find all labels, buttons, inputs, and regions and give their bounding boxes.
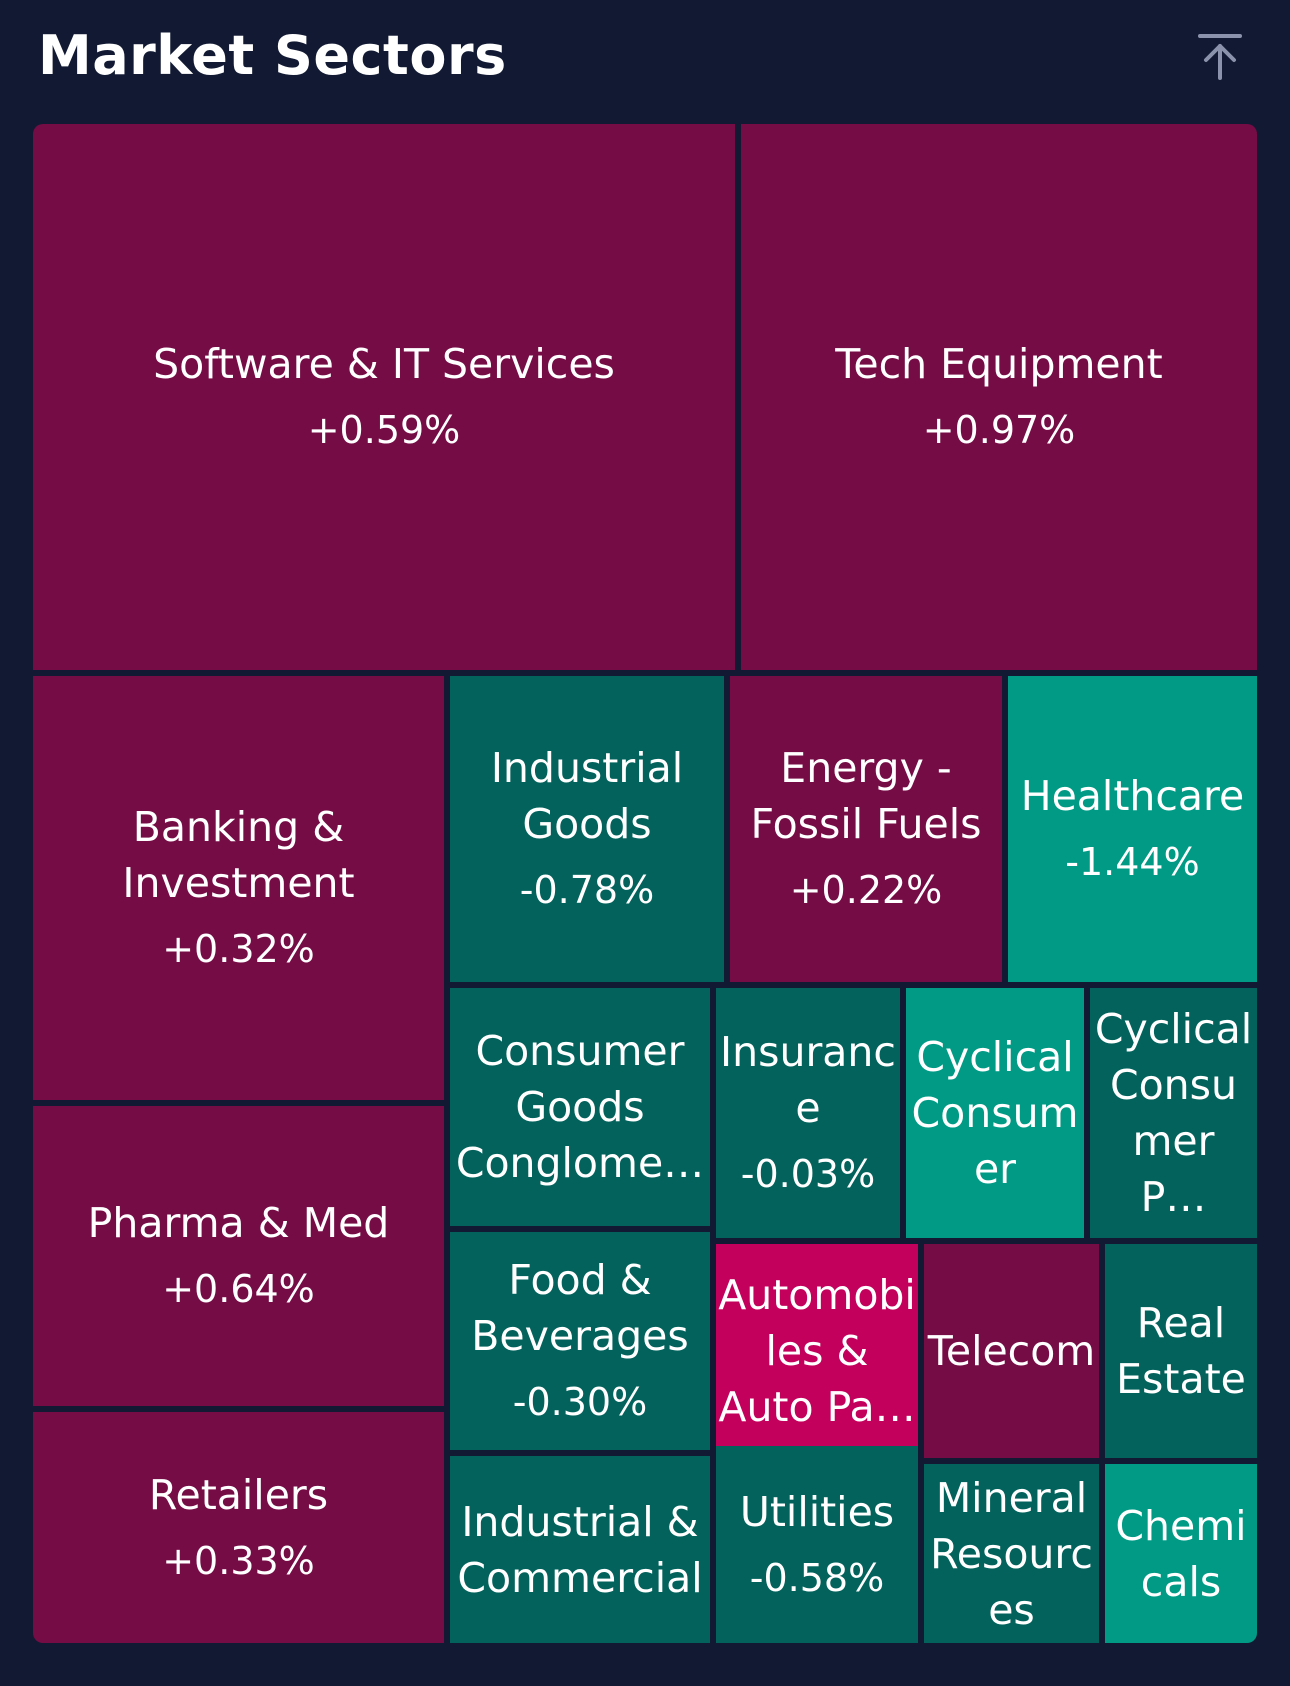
sector-change: -0.30%: [512, 1380, 648, 1424]
page-title: Market Sectors: [38, 24, 507, 87]
tile-chemicals[interactable]: Chemi cals: [1105, 1464, 1257, 1643]
tile-cyclical-consumer[interactable]: Cyclical Consum er: [906, 988, 1084, 1238]
sector-name: Consumer Goods Conglome…: [455, 1027, 705, 1187]
sector-change: -0.78%: [519, 868, 655, 912]
tile-industrial-commercial[interactable]: Industrial & Commercial: [450, 1456, 710, 1643]
tile-real-estate[interactable]: Real Estate: [1105, 1244, 1257, 1458]
sector-name: Cyclical Consu mer P…: [1094, 1005, 1253, 1221]
sector-change: -0.58%: [749, 1555, 885, 1600]
tile-banking-investment[interactable]: Banking & Investment +0.32%: [33, 676, 444, 1100]
tile-tech-equipment[interactable]: Tech Equipment +0.97%: [741, 124, 1257, 670]
sector-change: +0.22%: [789, 868, 943, 912]
sector-change: +0.64%: [162, 1267, 315, 1311]
tile-automobiles-auto-parts[interactable]: Automobi les & Auto Pa…: [716, 1244, 918, 1458]
tile-insurance[interactable]: Insuranc e -0.03%: [716, 988, 900, 1238]
arrow-up-to-line-icon: [1198, 34, 1242, 80]
sector-name: Industrial Goods: [490, 744, 684, 848]
sector-treemap: Software & IT Services +0.59% Tech Equip…: [33, 124, 1257, 1643]
sector-name: Real Estate: [1116, 1299, 1246, 1403]
sector-name: Energy - Fossil Fuels: [750, 744, 982, 848]
tile-telecom[interactable]: Telecom: [924, 1244, 1099, 1458]
sector-name: Utilities: [739, 1487, 895, 1536]
sector-name: Industrial & Commercial: [457, 1497, 703, 1602]
tile-utilities[interactable]: Utilities -0.58%: [716, 1446, 918, 1643]
sector-name: Software & IT Services: [153, 340, 615, 388]
tile-healthcare[interactable]: Healthcare -1.44%: [1008, 676, 1257, 982]
tile-industrial-goods[interactable]: Industrial Goods -0.78%: [450, 676, 724, 982]
sector-name: Banking & Investment: [122, 803, 355, 907]
tile-cyclical-consumer-products[interactable]: Cyclical Consu mer P…: [1090, 988, 1257, 1238]
sector-change: +0.32%: [162, 927, 315, 971]
tile-mineral-resources[interactable]: Mineral Resourc es: [924, 1464, 1099, 1643]
sector-name: Cyclical Consum er: [911, 1033, 1079, 1193]
sector-name: Retailers: [148, 1470, 329, 1519]
sector-name: Tech Equipment: [835, 340, 1163, 388]
sector-name: Mineral Resourc es: [930, 1473, 1093, 1634]
tile-consumer-goods-conglomerates[interactable]: Consumer Goods Conglome…: [450, 988, 710, 1226]
collapse-button[interactable]: [1190, 28, 1250, 88]
sector-name: Chemi cals: [1115, 1501, 1247, 1606]
sector-change: -1.44%: [1065, 840, 1200, 884]
header: Market Sectors: [0, 0, 1290, 120]
sector-name: Food & Beverages: [471, 1256, 689, 1360]
tile-energy-fossil-fuels[interactable]: Energy - Fossil Fuels +0.22%: [730, 676, 1002, 982]
sector-change: +0.33%: [162, 1538, 315, 1583]
sector-name: Healthcare: [1020, 772, 1245, 820]
sector-change: -0.03%: [740, 1152, 876, 1196]
tile-software-it-services[interactable]: Software & IT Services +0.59%: [33, 124, 735, 670]
sector-name: Telecom: [927, 1327, 1096, 1375]
sector-name: Insuranc e: [720, 1028, 896, 1132]
tile-food-beverages[interactable]: Food & Beverages -0.30%: [450, 1232, 710, 1450]
tile-retailers[interactable]: Retailers +0.33%: [33, 1412, 444, 1643]
sector-name: Pharma & Med: [87, 1199, 390, 1247]
sector-change: +0.59%: [307, 408, 461, 452]
sector-name: Automobi les & Auto Pa…: [718, 1271, 916, 1431]
tile-pharma-med[interactable]: Pharma & Med +0.64%: [33, 1106, 444, 1406]
sector-change: +0.97%: [922, 408, 1076, 452]
